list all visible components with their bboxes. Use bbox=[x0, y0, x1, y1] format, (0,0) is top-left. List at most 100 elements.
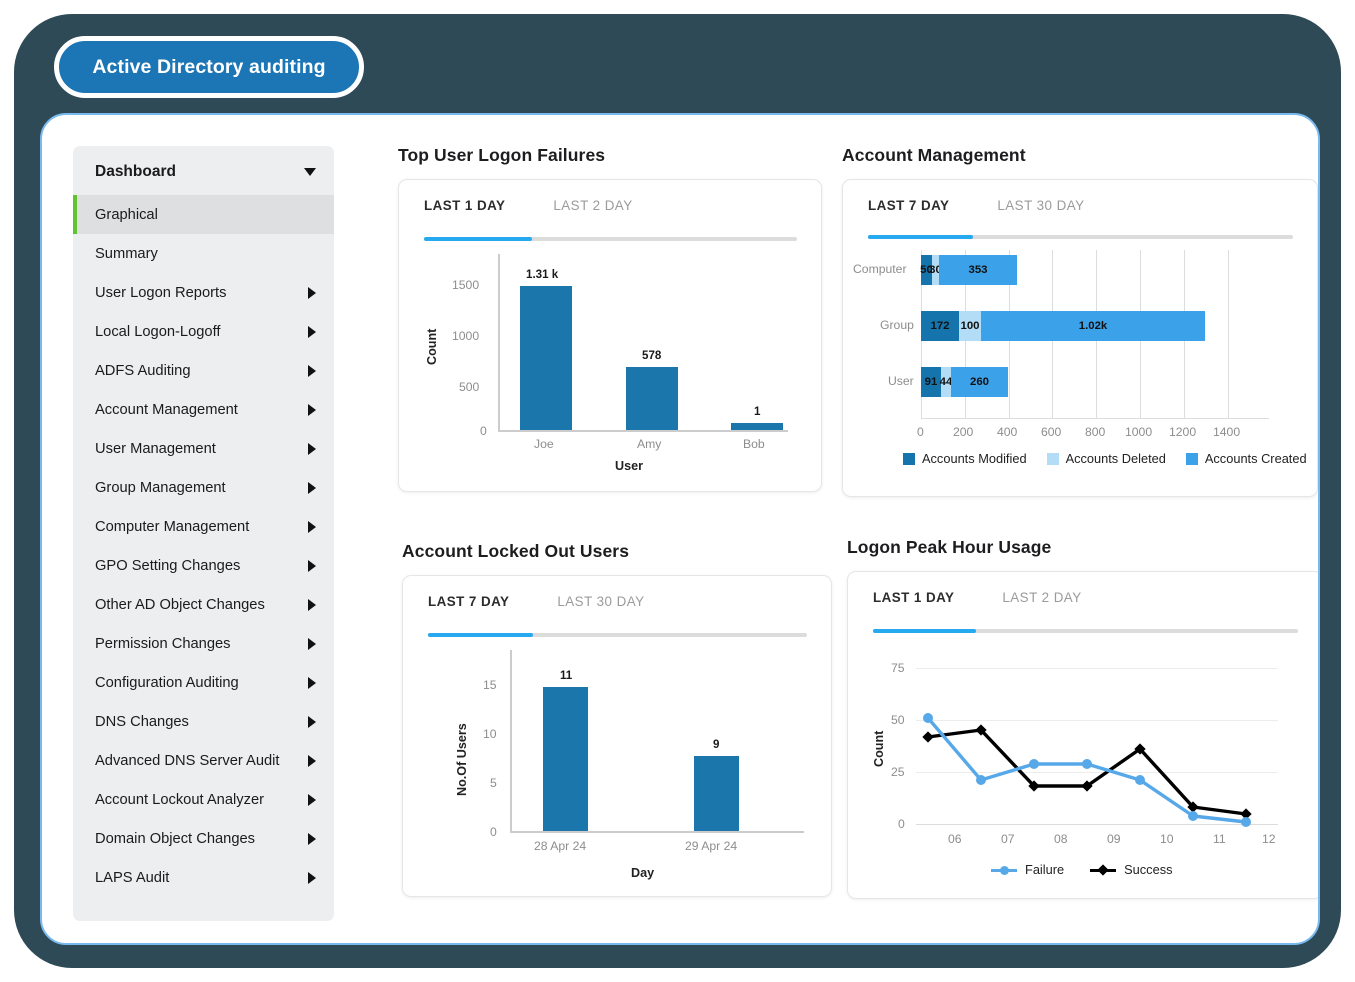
bar-28-apr-24[interactable] bbox=[543, 687, 588, 831]
chevron-right-icon[interactable] bbox=[308, 871, 316, 884]
seg-user-created[interactable]: 260 bbox=[951, 367, 1008, 397]
gridline-1400 bbox=[1228, 250, 1229, 418]
panel-title-account-management: Account Management bbox=[842, 145, 1026, 165]
tab-indicator-peak-hour bbox=[873, 629, 976, 633]
chevron-right-icon[interactable] bbox=[308, 325, 316, 338]
chevron-right-icon[interactable] bbox=[308, 286, 316, 299]
chevron-right-icon[interactable] bbox=[308, 793, 316, 806]
sidebar-item-local-logon-logoff[interactable]: Local Logon-Logoff bbox=[73, 312, 334, 351]
chevron-right-icon[interactable] bbox=[308, 637, 316, 650]
tab-last-7-day[interactable]: LAST 7 DAY bbox=[868, 198, 950, 213]
legend-account-management: Accounts Modified Accounts Deleted Accou… bbox=[903, 451, 1307, 466]
chevron-right-icon[interactable] bbox=[308, 481, 316, 494]
chevron-right-icon[interactable] bbox=[308, 442, 316, 455]
sidebar-item-label: LAPS Audit bbox=[95, 869, 170, 886]
y-axis-title: Count bbox=[425, 328, 439, 365]
seg-user-modified[interactable]: 91 bbox=[921, 367, 941, 397]
sidebar-item-user-management[interactable]: User Management bbox=[73, 429, 334, 468]
y-tick-0: 0 bbox=[480, 424, 487, 438]
sidebar-item-account-lockout-analyzer[interactable]: Account Lockout Analyzer bbox=[73, 780, 334, 819]
x-tick-09: 09 bbox=[1107, 832, 1121, 846]
legend-item-failure[interactable]: Failure bbox=[991, 862, 1064, 877]
sidebar-item-permission-changes[interactable]: Permission Changes bbox=[73, 624, 334, 663]
sidebar-item-advanced-dns-server-audit[interactable]: Advanced DNS Server Audit bbox=[73, 741, 334, 780]
legend-label-success: Success bbox=[1124, 862, 1173, 877]
chevron-right-icon[interactable] bbox=[308, 598, 316, 611]
legend-item-accounts-deleted[interactable]: Accounts Deleted bbox=[1046, 451, 1166, 466]
sidebar-item-user-logon-reports[interactable]: User Logon Reports bbox=[73, 273, 334, 312]
sidebar-item-adfs-auditing[interactable]: ADFS Auditing bbox=[73, 351, 334, 390]
content-card: Dashboard Graphical Summary User Logon Rep… bbox=[40, 113, 1320, 945]
y-cat-group: Group bbox=[880, 318, 914, 332]
y-cat-computer: Computer bbox=[853, 262, 907, 276]
x-tick-10: 10 bbox=[1160, 832, 1174, 846]
tab-last-2-day[interactable]: LAST 2 DAY bbox=[553, 198, 633, 213]
legend-label-accounts-modified: Accounts Modified bbox=[922, 451, 1027, 466]
seg-computer-created[interactable]: 353 bbox=[939, 255, 1017, 285]
legend-swatch-icon bbox=[1046, 452, 1059, 465]
chevron-down-icon[interactable] bbox=[304, 167, 316, 176]
sidebar-item-label: Permission Changes bbox=[95, 635, 231, 652]
bar-amy[interactable] bbox=[626, 367, 678, 430]
chevron-right-icon[interactable] bbox=[308, 754, 316, 767]
seg-user-deleted[interactable]: 44 bbox=[940, 367, 952, 397]
legend-item-accounts-modified[interactable]: Accounts Modified bbox=[903, 451, 1027, 466]
seg-group-deleted[interactable]: 100 bbox=[959, 311, 981, 341]
chevron-right-icon[interactable] bbox=[308, 520, 316, 533]
chevron-right-icon[interactable] bbox=[308, 676, 316, 689]
chart-account-management: Computer Group User 50 30 353 172 100 1.… bbox=[843, 238, 1317, 496]
tab-indicator-logon-failures bbox=[424, 237, 532, 241]
sidebar-item-domain-object-changes[interactable]: Domain Object Changes bbox=[73, 819, 334, 858]
y-tick-15: 15 bbox=[483, 678, 497, 692]
chevron-right-icon[interactable] bbox=[308, 559, 316, 572]
tab-last-30-day[interactable]: LAST 30 DAY bbox=[557, 594, 645, 609]
y-axis-line bbox=[498, 254, 500, 431]
sidebar-item-gpo-setting-changes[interactable]: GPO Setting Changes bbox=[73, 546, 334, 585]
legend-item-success[interactable]: Success bbox=[1090, 862, 1173, 877]
app-title-pill[interactable]: Active Directory auditing bbox=[54, 36, 364, 98]
sidebar-item-label: ADFS Auditing bbox=[95, 362, 191, 379]
legend-label-accounts-created: Accounts Created bbox=[1204, 451, 1307, 466]
bar-bob[interactable] bbox=[731, 423, 783, 430]
tab-last-30-day[interactable]: LAST 30 DAY bbox=[997, 198, 1085, 213]
sidebar-item-computer-management[interactable]: Computer Management bbox=[73, 507, 334, 546]
legend-swatch-icon bbox=[903, 452, 915, 465]
seg-group-modified[interactable]: 172 bbox=[921, 311, 959, 341]
tabs-locked-out: LAST 7 DAY LAST 30 DAY bbox=[403, 576, 831, 621]
gridline-0 bbox=[916, 824, 1278, 825]
tab-last-1-day[interactable]: LAST 1 DAY bbox=[873, 590, 955, 605]
bar-joe[interactable] bbox=[520, 286, 572, 430]
tab-last-2-day[interactable]: LAST 2 DAY bbox=[1002, 590, 1082, 605]
sidebar-item-group-management[interactable]: Group Management bbox=[73, 468, 334, 507]
legend-item-accounts-created[interactable]: Accounts Created bbox=[1185, 451, 1307, 466]
panel-title-peak-hour: Logon Peak Hour Usage bbox=[847, 537, 1052, 557]
tab-last-7-day[interactable]: LAST 7 DAY bbox=[428, 594, 510, 609]
bar-29-apr-24[interactable] bbox=[694, 756, 739, 831]
sidebar-item-configuration-auditing[interactable]: Configuration Auditing bbox=[73, 663, 334, 702]
chevron-right-icon[interactable] bbox=[308, 715, 316, 728]
chevron-right-icon[interactable] bbox=[308, 364, 316, 377]
sidebar-header-dashboard[interactable]: Dashboard bbox=[73, 148, 334, 195]
sidebar-nav: Dashboard Graphical Summary User Logon Rep… bbox=[73, 146, 334, 921]
panel-logon-peak-hour-usage: Logon Peak Hour Usage LAST 1 DAY LAST 2 … bbox=[847, 537, 1318, 899]
sidebar-item-other-ad-object-changes[interactable]: Other AD Object Changes bbox=[73, 585, 334, 624]
y-tick-10: 10 bbox=[483, 727, 497, 741]
seg-computer-modified[interactable]: 50 bbox=[920, 255, 933, 285]
x-tick-joe: Joe bbox=[534, 437, 554, 451]
sidebar-item-dns-changes[interactable]: DNS Changes bbox=[73, 702, 334, 741]
sidebar-item-laps-audit[interactable]: LAPS Audit bbox=[73, 858, 334, 897]
sidebar-item-summary[interactable]: Summary bbox=[73, 234, 334, 273]
chevron-right-icon[interactable] bbox=[308, 832, 316, 845]
app-title-label: Active Directory auditing bbox=[92, 55, 326, 78]
sidebar-item-account-management[interactable]: Account Management bbox=[73, 390, 334, 429]
sidebar-item-graphical[interactable]: Graphical bbox=[73, 195, 334, 234]
seg-group-created[interactable]: 1.02k bbox=[981, 311, 1205, 341]
tab-last-1-day[interactable]: LAST 1 DAY bbox=[424, 198, 506, 213]
chart-peak-hour: 75 50 25 0 Count bbox=[848, 632, 1318, 898]
chevron-right-icon[interactable] bbox=[308, 403, 316, 416]
x-tick-07: 07 bbox=[1001, 832, 1015, 846]
sidebar-item-label: Advanced DNS Server Audit bbox=[95, 752, 280, 769]
seg-computer-deleted[interactable]: 30 bbox=[929, 255, 942, 285]
tabs-logon-failures: LAST 1 DAY LAST 2 DAY bbox=[399, 180, 821, 225]
line-series-svg bbox=[922, 713, 1252, 827]
